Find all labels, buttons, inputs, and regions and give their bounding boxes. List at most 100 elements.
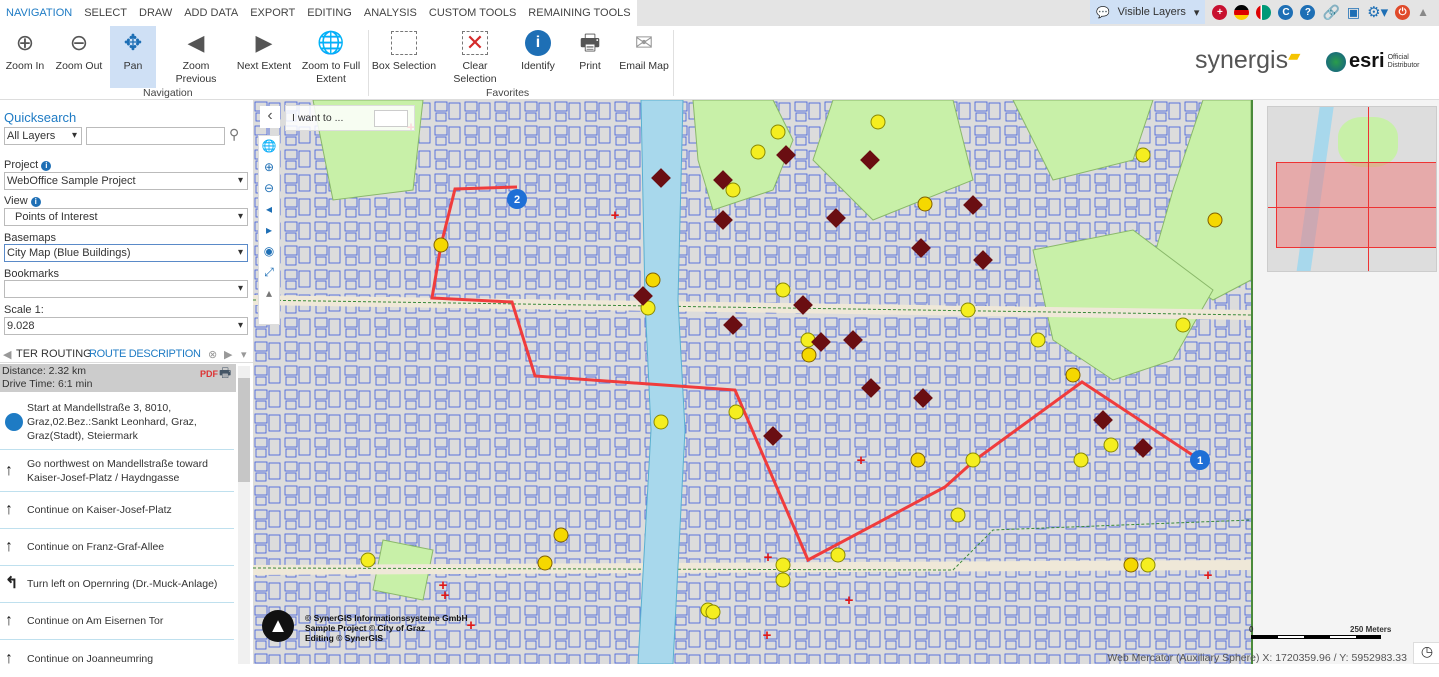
next-extent-button[interactable]: ▶ Next Extent	[236, 30, 292, 72]
gear-icon[interactable]: ⚙▾	[1367, 4, 1389, 21]
i-want-to-menu[interactable]: I want to ...	[285, 105, 415, 131]
fullscreen-icon[interactable]: ⤢	[264, 265, 274, 279]
printer-icon[interactable]: 🖶	[219, 365, 232, 380]
poi-hospital-icon[interactable]: +	[763, 627, 772, 644]
poi-hospital-icon[interactable]: +	[441, 587, 450, 604]
poi-hospital-icon[interactable]: +	[764, 549, 773, 566]
visible-layers-button[interactable]: 💬 Visible Layers ▾	[1089, 0, 1206, 24]
poi-hospital-icon[interactable]: +	[611, 207, 620, 224]
pan-button[interactable]: ✥ Pan	[110, 26, 156, 88]
tab-scroll-right-icon[interactable]: ▶	[224, 349, 233, 361]
poi-h-icon[interactable]	[728, 404, 744, 420]
poi-tram-icon[interactable]	[1065, 367, 1081, 383]
poi-tram-icon[interactable]	[910, 452, 926, 468]
project-dropdown[interactable]: WebOffice Sample Project	[4, 172, 248, 190]
poi-museum-icon[interactable]	[633, 286, 653, 306]
print-button[interactable]: 🖶 Print	[579, 30, 601, 72]
layers-dropdown[interactable]: All Layers	[4, 127, 82, 145]
route-scrollbar[interactable]	[238, 366, 250, 664]
quicksearch-input[interactable]	[86, 127, 225, 145]
poi-museum-icon[interactable]	[861, 378, 881, 398]
collapse-toolbar-icon[interactable]: ▴	[265, 286, 273, 300]
view-dropdown[interactable]: Points of Interest	[4, 208, 248, 226]
zoom-next-icon[interactable]: ▸	[265, 223, 273, 237]
poi-hospital-icon[interactable]: +	[467, 617, 476, 634]
poi-museum-icon[interactable]	[793, 295, 813, 315]
tab-routing[interactable]: ROUTING	[41, 348, 92, 360]
route-step[interactable]: ↑ Continue on Am Eisernen Tor	[0, 603, 234, 640]
search-icon[interactable]: ⚲	[229, 126, 240, 142]
poi-h-icon[interactable]	[1175, 317, 1191, 333]
poi-tram-icon[interactable]	[433, 237, 449, 253]
tab-draw[interactable]: DRAW	[133, 0, 179, 26]
zoom-in-icon[interactable]: ⊕	[263, 160, 275, 174]
full-extent-icon[interactable]: 🌐	[261, 139, 277, 153]
tab-custom-tools[interactable]: CUSTOM TOOLS	[422, 0, 523, 26]
map-canvas[interactable]: 1 2 ++++++++++	[253, 100, 1251, 664]
tab-select[interactable]: SELECT	[78, 0, 134, 26]
poi-h-icon[interactable]	[870, 114, 886, 130]
overview-extent[interactable]	[1276, 162, 1436, 248]
tab-route-description[interactable]: ROUTE DESCRIPTION	[89, 348, 201, 360]
poi-museum-icon[interactable]	[723, 315, 743, 335]
poi-h-icon[interactable]	[640, 300, 656, 316]
poi-h-icon[interactable]	[750, 144, 766, 160]
box-selection-button[interactable]: Box Selection	[371, 26, 437, 88]
poi-tram-icon[interactable]	[1123, 557, 1139, 573]
help-icon[interactable]: ?	[1300, 4, 1316, 20]
email-map-button[interactable]: ✉ Email Map	[619, 30, 669, 72]
zoom-full-extent-button[interactable]: 🌐 Zoom to Full Extent	[301, 30, 361, 85]
poi-h-icon[interactable]	[775, 572, 791, 588]
poi-h-icon[interactable]	[800, 332, 816, 348]
locate-icon[interactable]: ◉	[263, 244, 275, 258]
poi-museum-icon[interactable]	[763, 426, 783, 446]
poi-h-icon[interactable]	[830, 547, 846, 563]
tab-scroll-left-icon[interactable]: ◀	[3, 349, 12, 361]
poi-museum-icon[interactable]	[913, 388, 933, 408]
poi-h-icon[interactable]	[1073, 452, 1089, 468]
info-icon[interactable]: i	[30, 197, 41, 207]
flag-uk-icon[interactable]: +	[1212, 4, 1228, 20]
overview-map[interactable]	[1267, 106, 1437, 272]
poi-h-icon[interactable]	[360, 552, 376, 568]
poi-tram-icon[interactable]	[917, 196, 933, 212]
poi-h-icon[interactable]	[725, 182, 741, 198]
collapse-icon[interactable]: ▲	[1417, 5, 1429, 19]
poi-hospital-icon[interactable]: +	[857, 452, 866, 469]
tab-editing[interactable]: EDITING	[301, 0, 358, 26]
tab-menu-icon[interactable]: ▾	[241, 349, 247, 361]
poi-h-icon[interactable]	[950, 507, 966, 523]
poi-tram-icon[interactable]	[553, 527, 569, 543]
collapse-panel-icon[interactable]: ‹	[260, 106, 280, 128]
zoom-previous-button[interactable]: ◀ Zoom Previous	[175, 30, 217, 85]
poi-tram-icon[interactable]	[645, 272, 661, 288]
tab-analysis[interactable]: ANALYSIS	[357, 0, 423, 26]
tab-filter[interactable]: TER	[16, 348, 38, 360]
poi-tram-icon[interactable]	[1207, 212, 1223, 228]
close-tab-icon[interactable]: ⊗	[208, 349, 218, 361]
clear-selection-button[interactable]: ✕ Clear Selection	[453, 30, 497, 85]
zoom-out-button[interactable]: ⊖ Zoom Out	[55, 30, 103, 72]
basemaps-dropdown[interactable]: City Map (Blue Buildings)	[4, 244, 248, 262]
route-step[interactable]: ↰ Turn left on Opernring (Dr.-Muck-Anlage…	[0, 566, 234, 603]
clock-icon[interactable]: ◷	[1413, 642, 1439, 664]
poi-h-icon[interactable]	[770, 124, 786, 140]
route-step[interactable]: ↑ Continue on Kaiser-Josef-Platz	[0, 492, 234, 529]
i-want-to-input[interactable]	[374, 110, 408, 127]
route-step[interactable]: ↑ Continue on Joanneumring	[5, 649, 154, 667]
bookmarks-dropdown[interactable]	[4, 280, 248, 298]
poi-h-icon[interactable]	[1140, 557, 1156, 573]
tab-add-data[interactable]: ADD DATA	[178, 0, 245, 26]
route-step[interactable]: Start at Mandellstraße 3, 8010, Graz,02.…	[0, 394, 234, 450]
poi-h-icon[interactable]	[1103, 437, 1119, 453]
poi-h-icon[interactable]	[653, 414, 669, 430]
poi-museum-icon[interactable]	[1133, 438, 1153, 458]
info-icon[interactable]: i	[41, 161, 52, 171]
flag-de-icon[interactable]	[1234, 4, 1250, 20]
poi-h-icon[interactable]	[960, 302, 976, 318]
poi-museum-icon[interactable]	[1093, 410, 1113, 430]
poi-h-icon[interactable]	[965, 452, 981, 468]
save-icon[interactable]: ▣	[1346, 3, 1361, 20]
tab-navigation[interactable]: NAVIGATION	[0, 0, 79, 26]
tab-remaining-tools[interactable]: REMAINING TOOLS	[522, 0, 637, 26]
